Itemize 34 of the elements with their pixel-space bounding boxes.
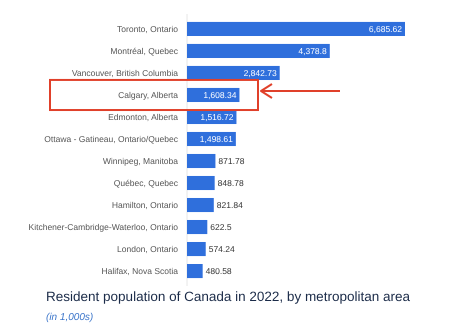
data-label: 2,842.73: [244, 68, 277, 78]
bar: [187, 22, 405, 36]
data-label: 1,498.61: [200, 134, 234, 144]
y-tick-label: Toronto, Ontario: [117, 24, 178, 34]
y-tick-label: Ottawa - Gatineau, Ontario/Quebec: [44, 134, 179, 144]
data-label: 622.5: [210, 222, 232, 232]
y-tick-label: Calgary, Alberta: [118, 90, 178, 100]
bar: [187, 176, 215, 190]
data-label: 574.24: [208, 244, 235, 254]
y-tick-label: Hamilton, Ontario: [112, 200, 178, 210]
y-tick-label: Edmonton, Alberta: [108, 112, 178, 122]
y-tick-label: Vancouver, British Columbia: [72, 68, 178, 78]
text: (in 1,000s): [46, 312, 94, 323]
data-label: 6,685.62: [368, 24, 402, 34]
data-label: 871.78: [218, 156, 245, 166]
bar: [187, 264, 203, 278]
data-label: 848.78: [218, 178, 244, 188]
data-label: 480.58: [206, 266, 232, 276]
y-tick-label: Kitchener-Cambridge-Waterloo, Ontario: [28, 222, 178, 232]
data-label: 1,608.34: [203, 90, 237, 100]
bar: [187, 198, 214, 212]
y-tick-label: Québec, Quebec: [114, 178, 179, 188]
y-tick-label: Winnipeg, Manitoba: [102, 156, 178, 166]
data-label: 4,378.8: [298, 46, 328, 56]
bar: [187, 44, 330, 58]
data-label: 1,516.72: [200, 112, 234, 122]
y-tick-label: Montréal, Quebec: [110, 46, 179, 56]
text: Resident population of Canada in 2022, by metropolitan area: [46, 289, 410, 304]
bar: [187, 220, 208, 234]
bar: [187, 154, 216, 168]
data-label: 821.84: [216, 200, 244, 210]
y-tick-label: Halifax, Nova Scotia: [101, 266, 178, 276]
bar: [187, 242, 206, 256]
y-tick-label: London, Ontario: [117, 244, 178, 254]
